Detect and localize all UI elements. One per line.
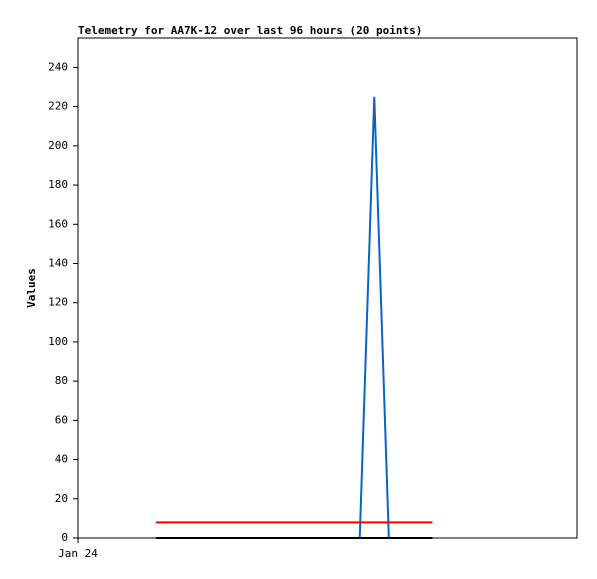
y-tick-label: 180 (48, 178, 68, 191)
y-tick-label: 20 (55, 492, 68, 505)
chart-title: Telemetry for AA7K-12 over last 96 hours… (78, 24, 422, 37)
y-axis-label: Values (25, 268, 38, 308)
y-tick-label: 0 (61, 531, 68, 544)
y-tick-label: 220 (48, 100, 68, 113)
y-tick-label: 160 (48, 217, 68, 230)
y-tick-label: 60 (55, 413, 68, 426)
y-tick-label: 200 (48, 139, 68, 152)
y-tick-label: 100 (48, 335, 68, 348)
y-tick-label: 140 (48, 256, 68, 269)
y-tick-label: 40 (55, 453, 68, 466)
y-tick-label: 80 (55, 374, 68, 387)
x-tick-label: Jan 24 (58, 547, 98, 560)
plot-frame (77, 37, 578, 539)
y-tick-label: 120 (48, 296, 68, 309)
y-tick-label: 240 (48, 60, 68, 73)
